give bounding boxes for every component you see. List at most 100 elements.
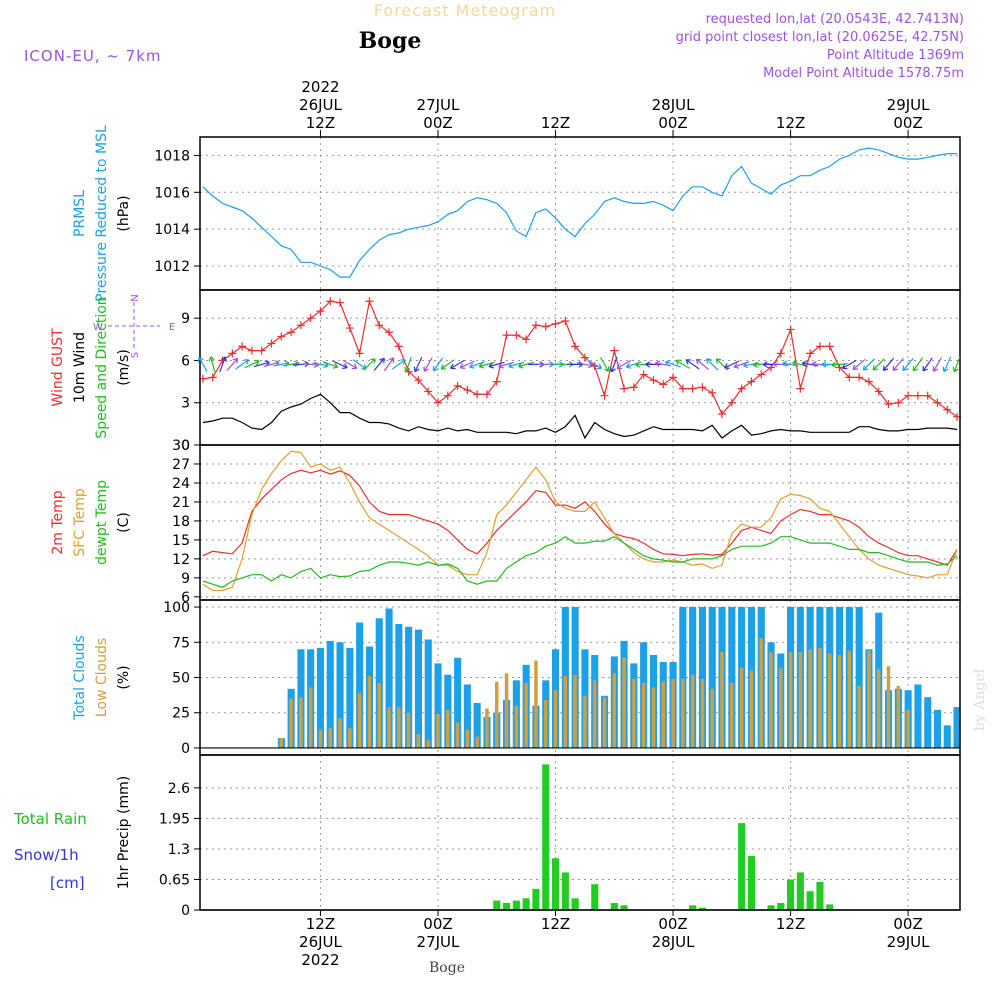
panel-frame [199, 289, 961, 446]
y-tick-label: 18 [172, 514, 190, 530]
time-label: 26JUL [299, 933, 342, 951]
bar [416, 733, 421, 748]
bar [749, 670, 754, 748]
gust-marker [610, 346, 619, 355]
gust-marker [561, 317, 570, 325]
gust-marker [737, 384, 746, 393]
bar [463, 684, 471, 748]
precip-panel: 0 0.65 1.3 1.95 2.6 [159, 754, 961, 919]
wind-arrow [665, 360, 681, 368]
time-label: 12Z [306, 114, 335, 132]
bar [346, 647, 354, 748]
gust-marker [306, 314, 315, 323]
gust-marker [531, 321, 540, 330]
gust-marker [228, 349, 237, 358]
y-tick-label: 15 [172, 533, 190, 549]
wind-arrow [423, 357, 433, 372]
bar [698, 607, 706, 748]
gust-marker [482, 390, 491, 399]
gust-marker [864, 377, 873, 386]
wind-arrow [208, 356, 216, 373]
bar [943, 725, 951, 748]
series-line [202, 147, 958, 278]
gust-marker [316, 307, 325, 316]
bar [769, 652, 773, 748]
bar [316, 647, 324, 748]
precip-legend-label: [cm] [50, 874, 85, 892]
panel-label: SFC Temp [72, 488, 88, 557]
bar [336, 642, 344, 748]
bar [622, 657, 626, 748]
wind-arrow [413, 356, 423, 373]
bar [855, 607, 863, 748]
y-tick-label: 0 [181, 903, 190, 919]
y-tick-label: 75 [172, 635, 190, 651]
panel-label: 1hr Precip (mm) [116, 776, 132, 889]
wind-arrow [892, 357, 904, 372]
bar [397, 707, 401, 748]
bar [632, 678, 636, 748]
y-tick-label: 25 [172, 706, 190, 722]
gust-marker [776, 349, 785, 358]
gust-marker [326, 297, 335, 306]
gust-marker [492, 377, 501, 386]
wind-arrow [459, 360, 475, 369]
bar [592, 680, 597, 748]
bar [583, 695, 587, 748]
panel-frame [199, 444, 961, 601]
panel-label: (C) [116, 512, 132, 533]
bar [612, 673, 616, 748]
gust-marker [855, 373, 864, 382]
gust-marker [786, 325, 795, 334]
wind-arrow [322, 361, 339, 369]
gust-marker [541, 322, 550, 331]
wind-arrow [198, 356, 208, 372]
bar [906, 709, 910, 748]
series-line [202, 535, 958, 588]
gust-marker [757, 370, 766, 379]
time-label: 00Z [658, 114, 687, 132]
gust-marker [502, 331, 511, 340]
series-line [202, 393, 958, 440]
bar [602, 697, 607, 748]
gust-marker [600, 391, 609, 400]
bar [289, 698, 293, 748]
gust-marker [747, 377, 756, 386]
gust-marker [453, 381, 462, 390]
bar [679, 607, 687, 748]
time-label: 12Z [541, 915, 570, 933]
y-tick-label: 3 [181, 396, 190, 412]
bar [465, 729, 470, 748]
time-label: 00Z [893, 114, 922, 132]
bar [739, 667, 744, 748]
y-tick-label: 9 [181, 311, 190, 327]
y-tick-label: 2.6 [168, 781, 190, 797]
time-label: 27JUL [417, 96, 460, 114]
series-line [202, 469, 958, 566]
bar [563, 676, 567, 748]
bar [828, 653, 832, 748]
bar [279, 738, 283, 748]
meteogram-title: Forecast Meteogram [374, 1, 556, 20]
y-tick-label: 100 [163, 600, 190, 616]
bar [534, 660, 538, 748]
gust-marker [580, 353, 589, 362]
bar [387, 707, 391, 748]
y-tick-label: 12 [172, 552, 190, 568]
time-label: 12Z [776, 915, 805, 933]
wind-panel: 0 3 6 9 [181, 289, 962, 454]
wind-arrow [852, 358, 866, 371]
bar [542, 764, 550, 910]
time-label: 28JUL [652, 96, 695, 114]
pressure-panel: 1012 1014 1016 1018 [154, 136, 961, 291]
gust-marker [394, 342, 403, 351]
bar [779, 667, 783, 748]
gust-marker [825, 342, 834, 351]
gust-marker [336, 298, 345, 307]
wind-arrow [432, 357, 444, 372]
gust-marker [806, 349, 815, 358]
wind-arrow [609, 356, 618, 373]
gust-marker [718, 410, 727, 418]
bar [806, 891, 814, 910]
panel-label: (hPa) [116, 195, 132, 231]
